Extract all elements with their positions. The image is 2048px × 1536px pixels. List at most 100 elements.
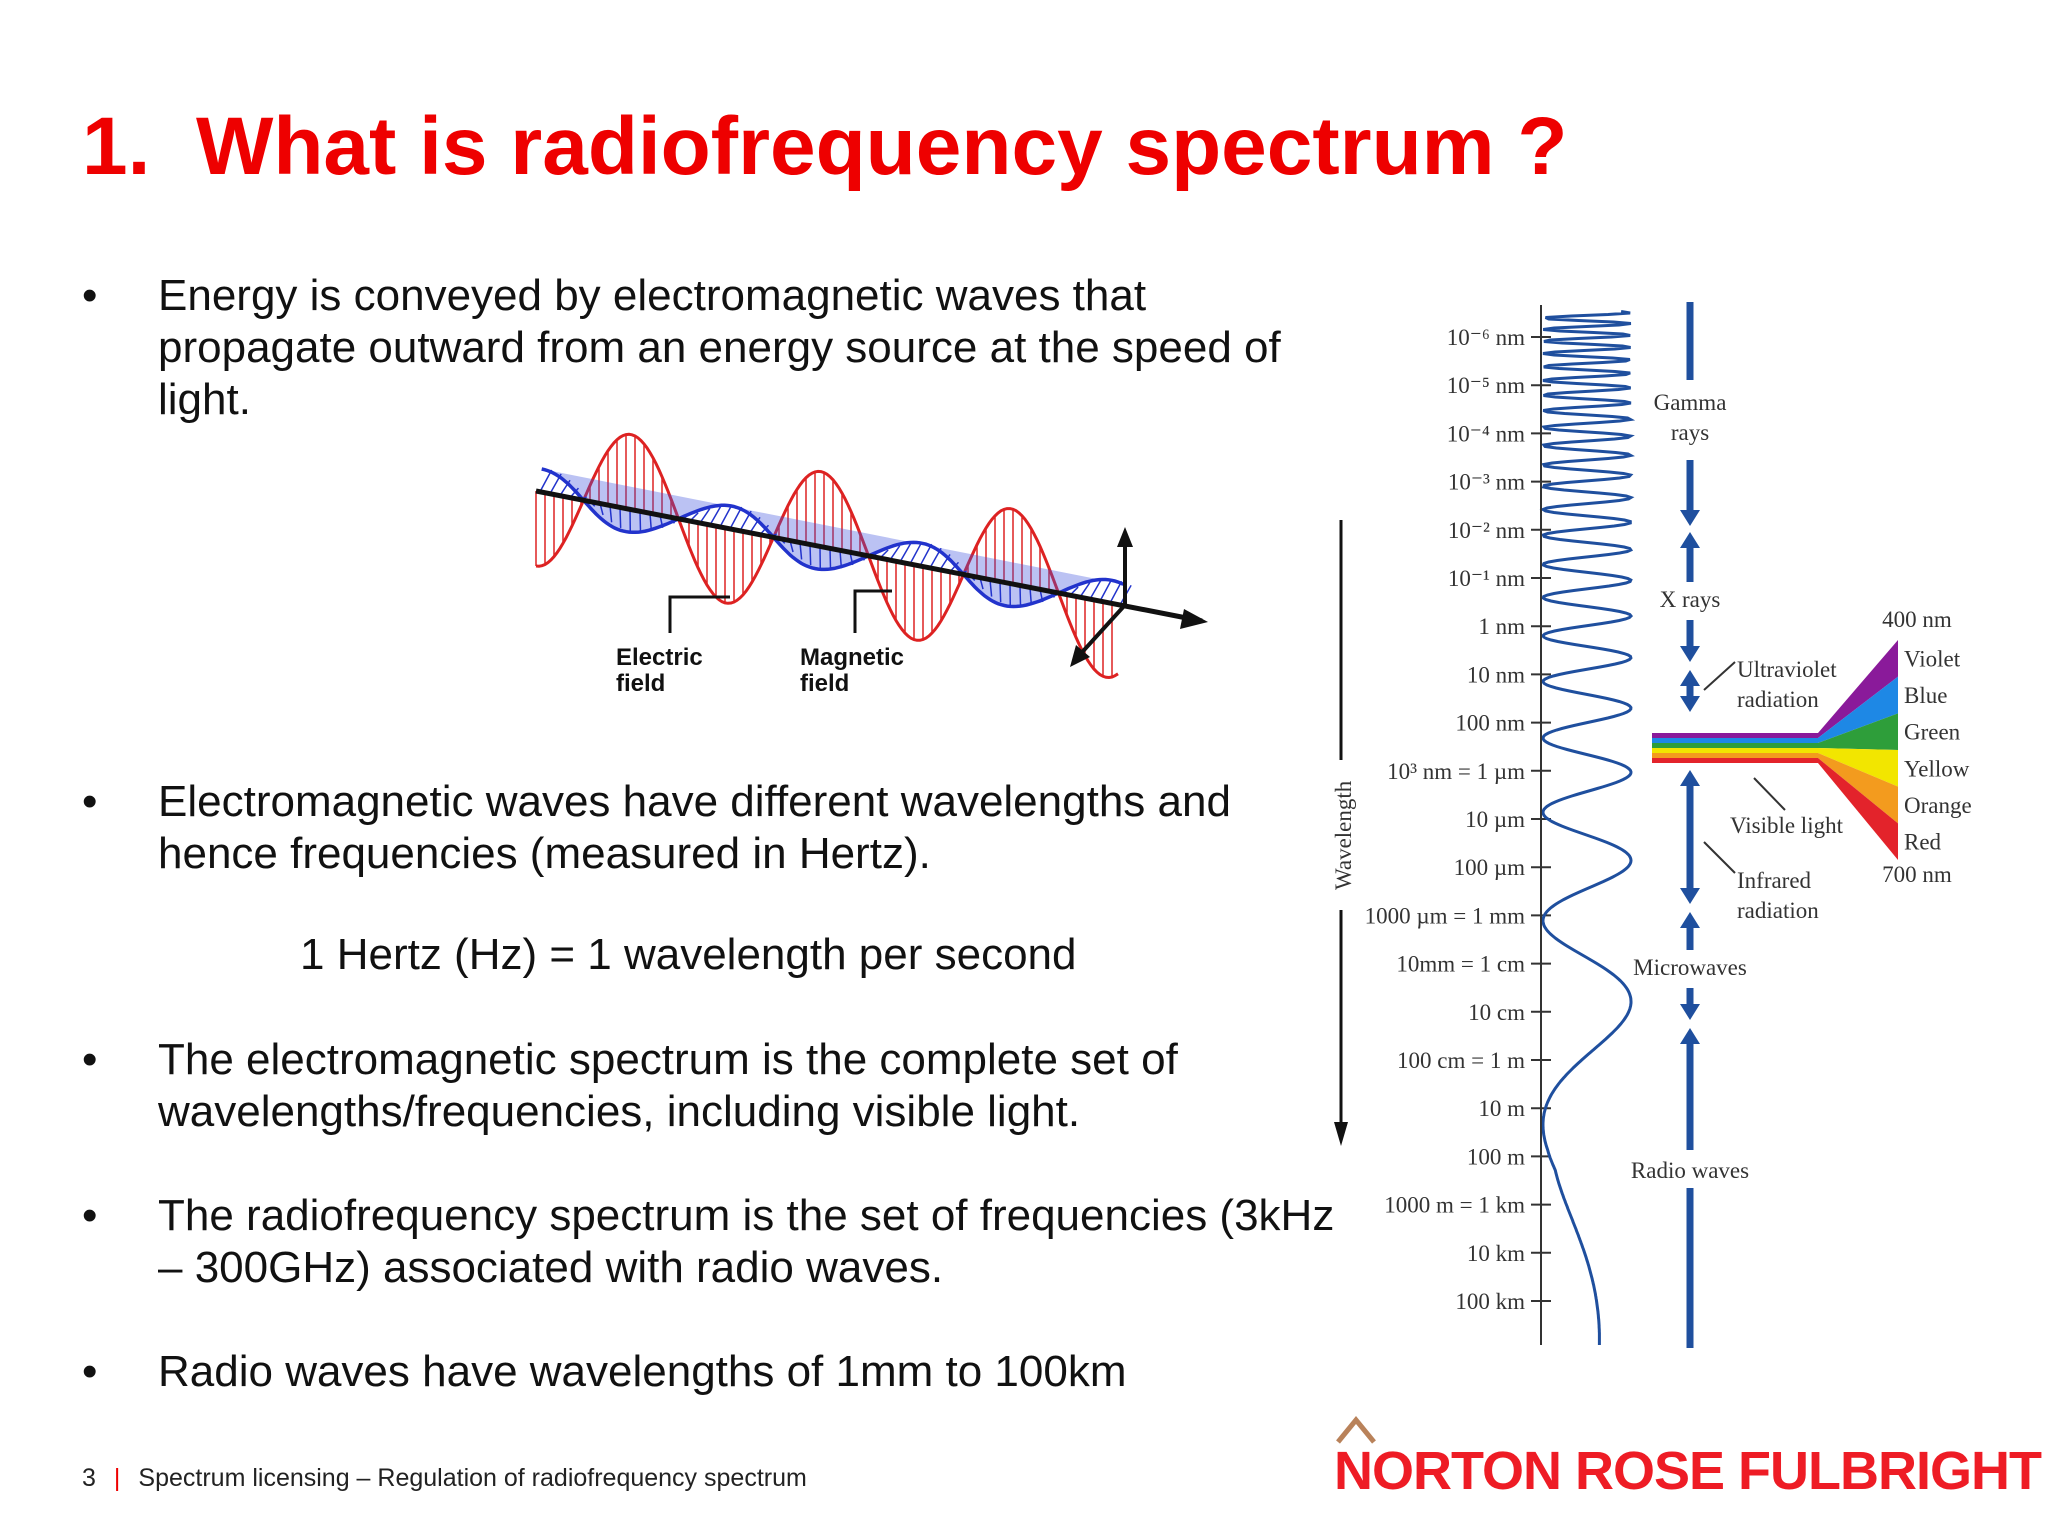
magnetic-field-wave [539,467,1132,609]
svg-text:rays: rays [1671,420,1709,445]
wavelength-tick-label: 10⁻⁶ nm [1447,325,1525,350]
bullet-text: The radiofrequency spectrum is the set o… [158,1191,1335,1292]
bullet-dot: • [82,271,98,320]
page-number: 3 [82,1464,96,1492]
electric-label: Electric [616,644,703,671]
magnetic-field-hatch [839,550,843,569]
propagation-arrowhead [1180,609,1208,629]
band-arrowhead [1680,670,1700,686]
svg-text:radiation: radiation [1737,687,1819,712]
wavelength-tick-label: 100 nm [1455,711,1525,736]
wavelength-tick-label: 100 cm = 1 m [1397,1048,1525,1073]
magnetic-field-hatch [649,513,653,532]
magnetic-field-hatch [989,579,993,597]
visible-band-strip [1652,753,1818,758]
magnetic-field-hatch [709,505,722,526]
visible-fan-wedge [1818,758,1898,860]
company-logo: NORTON ROSE FULBRIGHT [1334,1412,2042,1501]
visible-bottom-label: 700 nm [1882,862,1952,887]
visible-fan-wedge [1818,753,1898,824]
magnetic-field-hatch [899,542,912,563]
magnetic-field-hatch [609,505,613,523]
color-label: Orange [1904,793,1972,818]
hertz-formula: 1 Hertz (Hz) = 1 wavelength per second [300,930,1077,979]
magnetic-field-hatch [939,554,951,571]
magnetic-field-hatch [699,508,711,524]
visible-band-strip [1652,758,1818,763]
band-arrowhead [1680,532,1700,548]
visible-fan-wedge [1818,713,1898,750]
em-wave-diagram: Electric field Magnetic field [535,432,1208,697]
bullet-dot: • [82,1347,98,1396]
x-rays-label: X rays [1660,587,1721,612]
color-label: Yellow [1904,756,1970,781]
wavelength-axis-label: Wavelength [1331,780,1356,890]
magnetic-field-hatch [919,543,933,567]
magnetic-field-hatch [1019,585,1022,607]
magnetic-field-hatch [719,504,733,528]
electric-field-wave [535,432,1119,680]
magnetic-field-hatch [639,511,642,533]
magnetic-field-hatch [799,542,803,560]
magnetic-field-hatch [1099,579,1113,602]
magnetic-field-hatch [929,547,942,569]
magnetic-field-hatch [1029,587,1033,606]
wavelength-tick-label: 10⁻¹ nm [1448,566,1525,591]
wavelength-tick-label: 10⁻³ nm [1448,470,1525,495]
color-label: Blue [1904,683,1947,708]
color-label: Violet [1904,646,1961,671]
slide-title: 1. What is radiofrequency spectrum ? [82,101,1568,192]
bullet-dot: • [82,1035,98,1084]
band-arrowhead [1680,770,1700,786]
wavelength-tick-label: 10mm = 1 cm [1396,952,1525,977]
logo-text: NORTON ROSE FULBRIGHT [1334,1441,2042,1501]
color-label: Red [1904,830,1942,855]
visible-band-strip [1652,748,1818,753]
visible-band-strip [1652,738,1818,743]
wavelength-wave [1539,310,1636,1345]
logo-chevron-icon [1336,1416,1376,1444]
band-arrowhead [1680,1004,1700,1020]
svg-text:field: field [616,670,665,697]
wavelength-ticks: 10⁻⁶ nm 10⁻⁵ nm 10⁻⁴ nm 10⁻³ nm 10⁻² nm 10⁻¹ … [1365,325,1551,1314]
band-arrowhead [1680,888,1700,904]
footer-separator: | [113,1464,121,1492]
band-arrowhead [1680,1028,1700,1044]
depth-axis [1073,603,1127,662]
wavelength-tick-label: 10⁻² nm [1448,518,1525,543]
visible-band-strip [1652,733,1818,738]
magnetic-field-hatch [1089,579,1102,600]
wavelength-tick-label: 10⁻⁵ nm [1447,373,1525,398]
visible-light-fan: Violet Blue Green Yellow Orange Red [1652,640,1972,860]
magnetic-field-hatch [729,506,743,530]
radio-waves-label: Radio waves [1631,1158,1749,1183]
magnetic-field-hatch [829,548,832,570]
bullet-dot: • [82,777,98,826]
bullet-text: The electromagnetic spectrum is the comp… [158,1035,1178,1136]
bullet-text: Electromagnetic waves have different wav… [158,777,1231,878]
wavelength-tick-label: 10 cm [1468,1000,1525,1025]
wavelength-tick-label: 100 m [1467,1144,1525,1169]
wavelength-tick-label: 10 nm [1467,662,1525,687]
electric-pointer [668,595,730,633]
magnetic-field-hatch [1109,580,1123,604]
visible-fan-wedge [1818,748,1898,787]
footer-text: Spectrum licensing – Regulation of radio… [138,1464,807,1492]
band-arrowhead [1680,510,1700,526]
wavelength-tick-label: 1000 µm = 1 mm [1365,903,1526,928]
svg-text:radiation: radiation [1737,898,1819,923]
magnetic-field-hatch [619,507,622,528]
magnetic-field-hatch [909,542,923,565]
visible-top-label: 400 nm [1882,607,1952,632]
magnetic-field-hatch [889,545,901,561]
magnetic-field-hatch [749,516,761,534]
color-label: Green [1904,720,1961,745]
microwaves-label: Microwaves [1633,955,1747,980]
propagation-axis [535,488,1203,624]
band-arrowhead [1680,696,1700,712]
wavelength-tick-label: 10⁻⁴ nm [1447,421,1525,446]
wavelength-tick-label: 10³ nm = 1 µm [1387,759,1525,784]
wavelength-tick-label: 1 nm [1478,614,1525,639]
magnetic-field-hatch [999,581,1002,603]
magnetic-field-hatch [549,473,562,495]
